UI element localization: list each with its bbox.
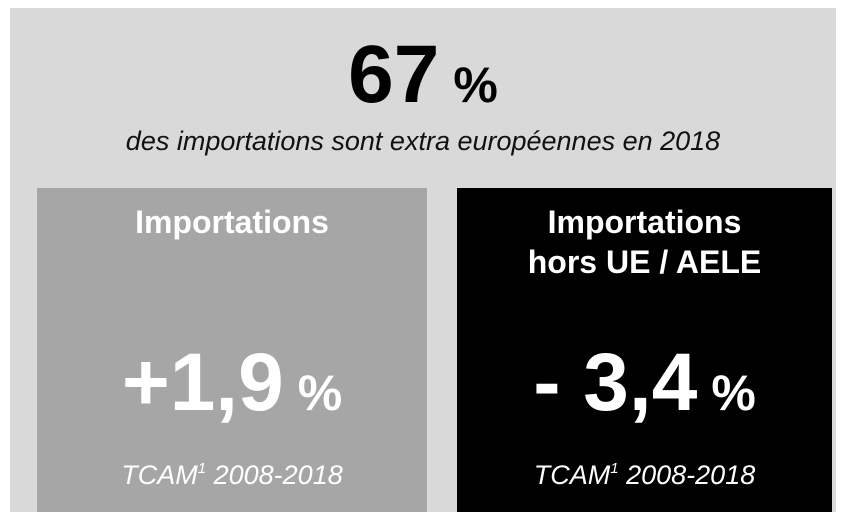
- panel: Importations +1,9% TCAM1 2008-2018: [37, 188, 427, 512]
- headline-unit: %: [453, 57, 498, 113]
- panel-title: Importations: [37, 202, 427, 242]
- panel-title-line: hors UE / AELE: [527, 244, 762, 280]
- note-period: 2008-2018: [626, 460, 756, 490]
- panel-value: - 3,4%: [457, 338, 832, 451]
- value: +1,9: [121, 337, 284, 428]
- panel-title-line: Importations: [547, 204, 742, 240]
- unit: %: [711, 365, 756, 421]
- caption: des importations sont extra européennes …: [125, 126, 721, 156]
- panel-value: +1,9%: [37, 338, 427, 451]
- note: TCAM: [121, 460, 198, 490]
- panel-title-line: Importations: [135, 204, 329, 240]
- headline: 67%: [10, 30, 836, 143]
- note-superscript: 1: [610, 460, 619, 477]
- note: TCAM: [533, 460, 611, 490]
- panel-note: TCAM1 2008-2018: [457, 460, 832, 491]
- note-period: 2008-2018: [213, 460, 343, 490]
- panel: Importations hors UE / AELE - 3,4% TCAM1 20…: [457, 188, 832, 512]
- value: - 3,4: [533, 337, 698, 428]
- panel-note: TCAM1 2008-2018: [37, 460, 427, 491]
- headline-value: 67: [348, 29, 440, 120]
- unit: %: [297, 365, 343, 421]
- note-superscript: 1: [197, 460, 207, 477]
- panel-title: Importations hors UE / AELE: [457, 202, 832, 282]
